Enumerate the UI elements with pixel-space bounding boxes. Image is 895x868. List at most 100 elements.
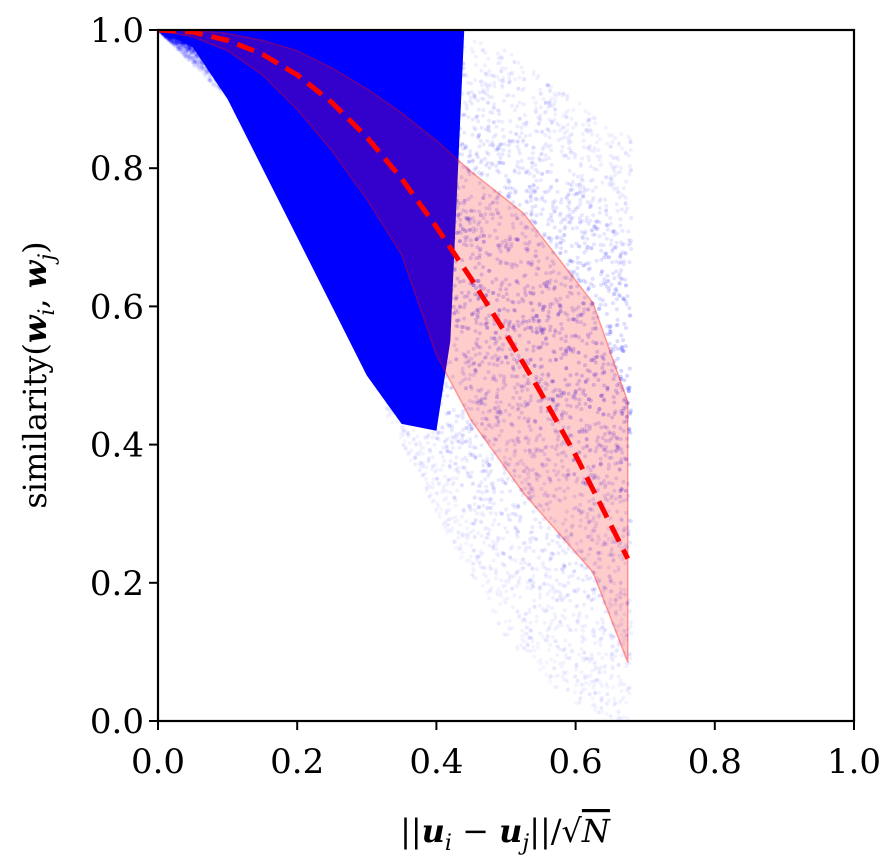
scatter-point [529, 582, 534, 587]
scatter-point [366, 357, 371, 362]
scatter-point [473, 508, 477, 513]
scatter-point [588, 202, 593, 207]
scatter-point [192, 54, 197, 58]
scatter-point [624, 325, 628, 330]
scatter-point [390, 264, 394, 269]
scatter-point [401, 100, 406, 105]
scatter-point [597, 199, 602, 204]
scatter-point [281, 173, 286, 178]
scatter-point [301, 72, 306, 77]
scatter-point [615, 322, 620, 327]
scatter-point [264, 75, 269, 80]
scatter-point [305, 142, 310, 147]
scatter-point [253, 100, 258, 105]
scatter-point [334, 166, 339, 171]
scatter-point [627, 260, 632, 265]
scatter-point [627, 238, 631, 243]
scatter-point [528, 620, 533, 625]
scatter-point [391, 246, 396, 251]
scatter-point [456, 151, 461, 156]
scatter-point [166, 36, 171, 41]
scatter-point [435, 136, 440, 141]
scatter-point [441, 487, 446, 492]
scatter-point [454, 476, 459, 481]
scatter-point [490, 142, 495, 147]
scatter-point [612, 344, 617, 349]
scatter-point [432, 362, 437, 367]
scatter-point [168, 37, 173, 42]
scatter-point [514, 132, 519, 137]
scatter-point [202, 61, 207, 66]
scatter-point [455, 36, 460, 41]
scatter-point [295, 107, 300, 112]
scatter-point [393, 41, 398, 46]
scatter-point [556, 551, 561, 556]
scatter-point [387, 268, 392, 273]
scatter-point [519, 158, 524, 163]
scatter-point [440, 137, 445, 142]
scatter-point [238, 109, 243, 114]
scatter-point [309, 59, 313, 64]
scatter-point [581, 184, 586, 189]
scatter-point [574, 307, 579, 312]
scatter-point [401, 58, 406, 63]
scatter-point [385, 60, 390, 65]
scatter-point [246, 67, 251, 72]
scatter-point [399, 392, 404, 397]
scatter-point [629, 631, 634, 636]
scatter-point [366, 149, 371, 154]
scatter-point [498, 243, 503, 248]
scatter-point [380, 236, 385, 241]
scatter-point [350, 336, 355, 341]
scatter-point [379, 324, 384, 328]
scatter-point [319, 147, 324, 151]
scatter-point [500, 119, 505, 124]
scatter-point [608, 242, 613, 247]
scatter-point [367, 217, 372, 222]
scatter-point [570, 259, 575, 264]
scatter-point [404, 75, 409, 80]
scatter-point [560, 144, 565, 149]
scatter-point [462, 201, 467, 206]
scatter-point [367, 224, 372, 229]
scatter-point [306, 240, 311, 244]
scatter-point [439, 393, 444, 398]
scatter-point [474, 342, 479, 347]
scatter-point [506, 632, 510, 637]
scatter-point [396, 92, 401, 97]
scatter-point [259, 96, 264, 101]
scatter-point [425, 440, 430, 445]
scatter-point [398, 61, 403, 66]
scatter-point [405, 335, 410, 340]
scatter-point [546, 397, 551, 401]
scatter-point [457, 127, 462, 131]
scatter-point [512, 593, 517, 598]
scatter-point [488, 143, 493, 148]
scatter-point [406, 95, 411, 100]
scatter-point [601, 243, 606, 248]
scatter-point [348, 260, 352, 265]
scatter-point [189, 56, 194, 61]
scatter-point [539, 409, 543, 414]
scatter-point [517, 171, 521, 175]
scatter-point [426, 171, 431, 176]
scatter-point [619, 689, 624, 693]
scatter-point [597, 210, 602, 215]
scatter-point [255, 34, 260, 39]
scatter-point [529, 191, 534, 196]
scatter-point [307, 60, 312, 65]
scatter-point [291, 162, 296, 167]
scatter-point [478, 519, 483, 524]
scatter-point [520, 637, 525, 642]
scatter-point [563, 153, 568, 158]
scatter-point [617, 271, 622, 276]
scatter-point [603, 197, 608, 202]
scatter-point [338, 169, 343, 174]
scatter-point [338, 38, 342, 43]
scatter-point [185, 50, 190, 55]
scatter-point [223, 58, 228, 63]
scatter-point [472, 496, 477, 501]
scatter-point [474, 114, 479, 119]
scatter-point [565, 128, 570, 133]
scatter-point [190, 61, 195, 66]
